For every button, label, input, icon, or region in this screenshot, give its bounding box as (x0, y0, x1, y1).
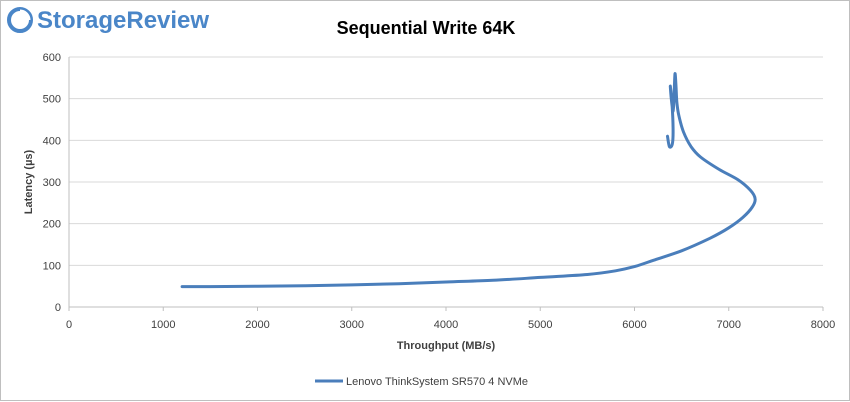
gridlines (69, 56, 823, 266)
logo-text: StorageReview (37, 7, 209, 34)
series-line-0 (180, 72, 757, 289)
y-tick-label: 100 (43, 260, 61, 272)
y-axis-ticks: 0 100 200 300 400 500 600 (43, 52, 61, 314)
y-tick-label: 0 (55, 302, 61, 314)
x-tick-label: 8000 (811, 319, 835, 331)
x-tick-label: 5000 (528, 319, 552, 331)
y-tick-label: 200 (43, 219, 61, 231)
x-tick-label: 6000 (622, 319, 646, 331)
x-axis-ticks: 0 1000 2000 3000 4000 5000 6000 7000 8000 (66, 307, 835, 331)
y-tick-label: 400 (43, 135, 61, 147)
x-tick-label: 3000 (340, 319, 364, 331)
legend: Lenovo ThinkSystem SR570 4 NVMe (315, 376, 528, 388)
y-tick-label: 500 (43, 94, 61, 106)
x-tick-label: 0 (66, 319, 72, 331)
logo-icon (7, 7, 33, 33)
y-tick-label: 600 (43, 52, 61, 64)
x-tick-label: 7000 (717, 319, 741, 331)
y-axis-title: Latency (µs) (23, 149, 35, 214)
x-axis-title: Throughput (MB/s) (397, 340, 496, 352)
y-tick-label: 300 (43, 177, 61, 189)
x-tick-label: 1000 (151, 319, 175, 331)
series-layer (180, 72, 757, 289)
chart-title: Sequential Write 64K (337, 18, 516, 38)
storagereview-logo: StorageReview (7, 7, 209, 34)
legend-label: Lenovo ThinkSystem SR570 4 NVMe (346, 376, 528, 388)
x-tick-label: 2000 (245, 319, 269, 331)
x-tick-label: 4000 (434, 319, 458, 331)
